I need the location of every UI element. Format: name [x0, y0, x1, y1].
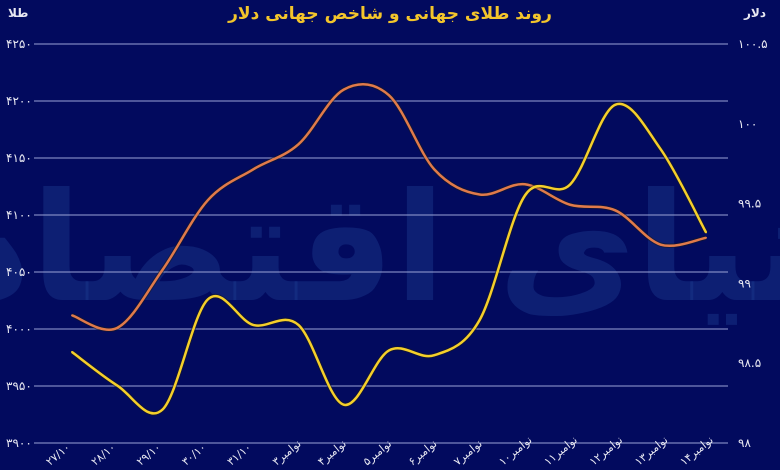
data-point — [705, 231, 707, 234]
left-tick-label: ۴۰۵۰ — [6, 265, 32, 279]
data-point — [659, 243, 662, 246]
data-point — [206, 199, 209, 202]
data-point — [388, 349, 390, 352]
left-tick-label: ۴۱۵۰ — [6, 151, 32, 165]
x-tick-label: ۳۰/۱۰ — [179, 441, 208, 469]
x-tick-label: ۳نوامبر — [270, 437, 304, 468]
left-axis-ticks: ۳۹۰۰ ۳۹۵۰ ۴۰۰۰ ۴۰۵۰ ۴۱۰۰ ۴۱۵۰ ۴۲۰۰ ۴۲۵۰ — [6, 37, 32, 450]
right-tick-label: ۹۸ — [738, 436, 751, 450]
data-point — [478, 319, 481, 322]
left-tick-label: ۴۲۰۰ — [6, 94, 32, 108]
right-tick-label: ۱۰۰ — [738, 117, 757, 131]
data-point — [297, 323, 300, 326]
x-tick-label: ۱۳نوامبر — [632, 433, 670, 468]
data-point — [342, 88, 345, 91]
data-point — [433, 168, 436, 171]
gridlines — [34, 43, 728, 444]
data-point — [116, 384, 119, 387]
data-point — [433, 354, 436, 357]
x-tick-label: ۳۱/۱۰ — [225, 441, 254, 469]
data-point — [161, 408, 164, 411]
right-tick-label: ۹۹.۵ — [738, 197, 761, 211]
x-tick-label: ۲۷/۱۰ — [44, 441, 73, 469]
data-point — [569, 183, 572, 186]
data-point — [705, 236, 707, 239]
data-point — [161, 268, 164, 271]
data-point — [614, 209, 617, 212]
x-tick-label: ۲۸/۱۰ — [89, 441, 118, 469]
x-tick-label: ۵نوامبر — [361, 437, 395, 468]
left-axis-label: طلا — [8, 6, 29, 20]
x-tick-label: ۱۴نوامبر — [678, 433, 716, 468]
x-tick-label: ۴نوامبر — [315, 437, 349, 468]
data-point — [523, 183, 526, 186]
data-point — [252, 323, 255, 326]
data-point — [206, 298, 209, 301]
left-tick-label: ۳۹۰۰ — [6, 436, 32, 450]
data-point — [297, 143, 300, 146]
x-tick-label: ۷نوامبر — [451, 437, 485, 468]
right-tick-label: ۹۸.۵ — [738, 356, 761, 370]
x-tick-label: ۲۹/۱۰ — [134, 441, 163, 469]
data-point — [71, 351, 73, 354]
data-point — [569, 203, 572, 206]
x-tick-label: ۱۰نوامبر — [496, 433, 534, 468]
series-lines — [70, 82, 708, 416]
data-point — [116, 326, 119, 329]
right-axis-ticks: ۹۸ ۹۸.۵ ۹۹ ۹۹.۵ ۱۰۰ ۱۰۰.۵ — [738, 37, 768, 450]
right-tick-label: ۹۹ — [738, 276, 751, 290]
x-axis-ticks: ۲۷/۱۰ ۲۸/۱۰ ۲۹/۱۰ ۳۰/۱۰ ۳۱/۱۰ ۳نوامبر ۴نوامبر ۵… — [44, 433, 716, 468]
right-axis-label: دلار — [743, 6, 766, 20]
chart-title: روند طلای جهانی و شاخص جهانی دلار — [228, 4, 552, 24]
data-point — [252, 168, 255, 171]
data-point — [523, 194, 526, 197]
right-tick-label: ۱۰۰.۵ — [738, 37, 768, 51]
x-tick-label: ۱۲نوامبر — [587, 433, 625, 468]
data-point — [342, 403, 345, 406]
data-point — [478, 193, 481, 196]
data-point — [388, 94, 390, 97]
data-point — [71, 314, 73, 317]
left-tick-label: ۴۱۰۰ — [6, 208, 32, 222]
left-tick-label: ۴۰۰۰ — [6, 322, 32, 336]
data-point — [659, 148, 662, 151]
left-tick-label: ۳۹۵۰ — [6, 379, 32, 393]
x-tick-label: ۶نوامبر — [406, 437, 440, 468]
watermark: دنیای اقتصاد — [0, 162, 780, 336]
data-point — [614, 103, 617, 106]
x-tick-label: ۱۱نوامبر — [542, 433, 580, 468]
watermark-text: دنیای اقتصاد — [0, 162, 780, 336]
left-tick-label: ۴۲۵۰ — [6, 37, 32, 51]
